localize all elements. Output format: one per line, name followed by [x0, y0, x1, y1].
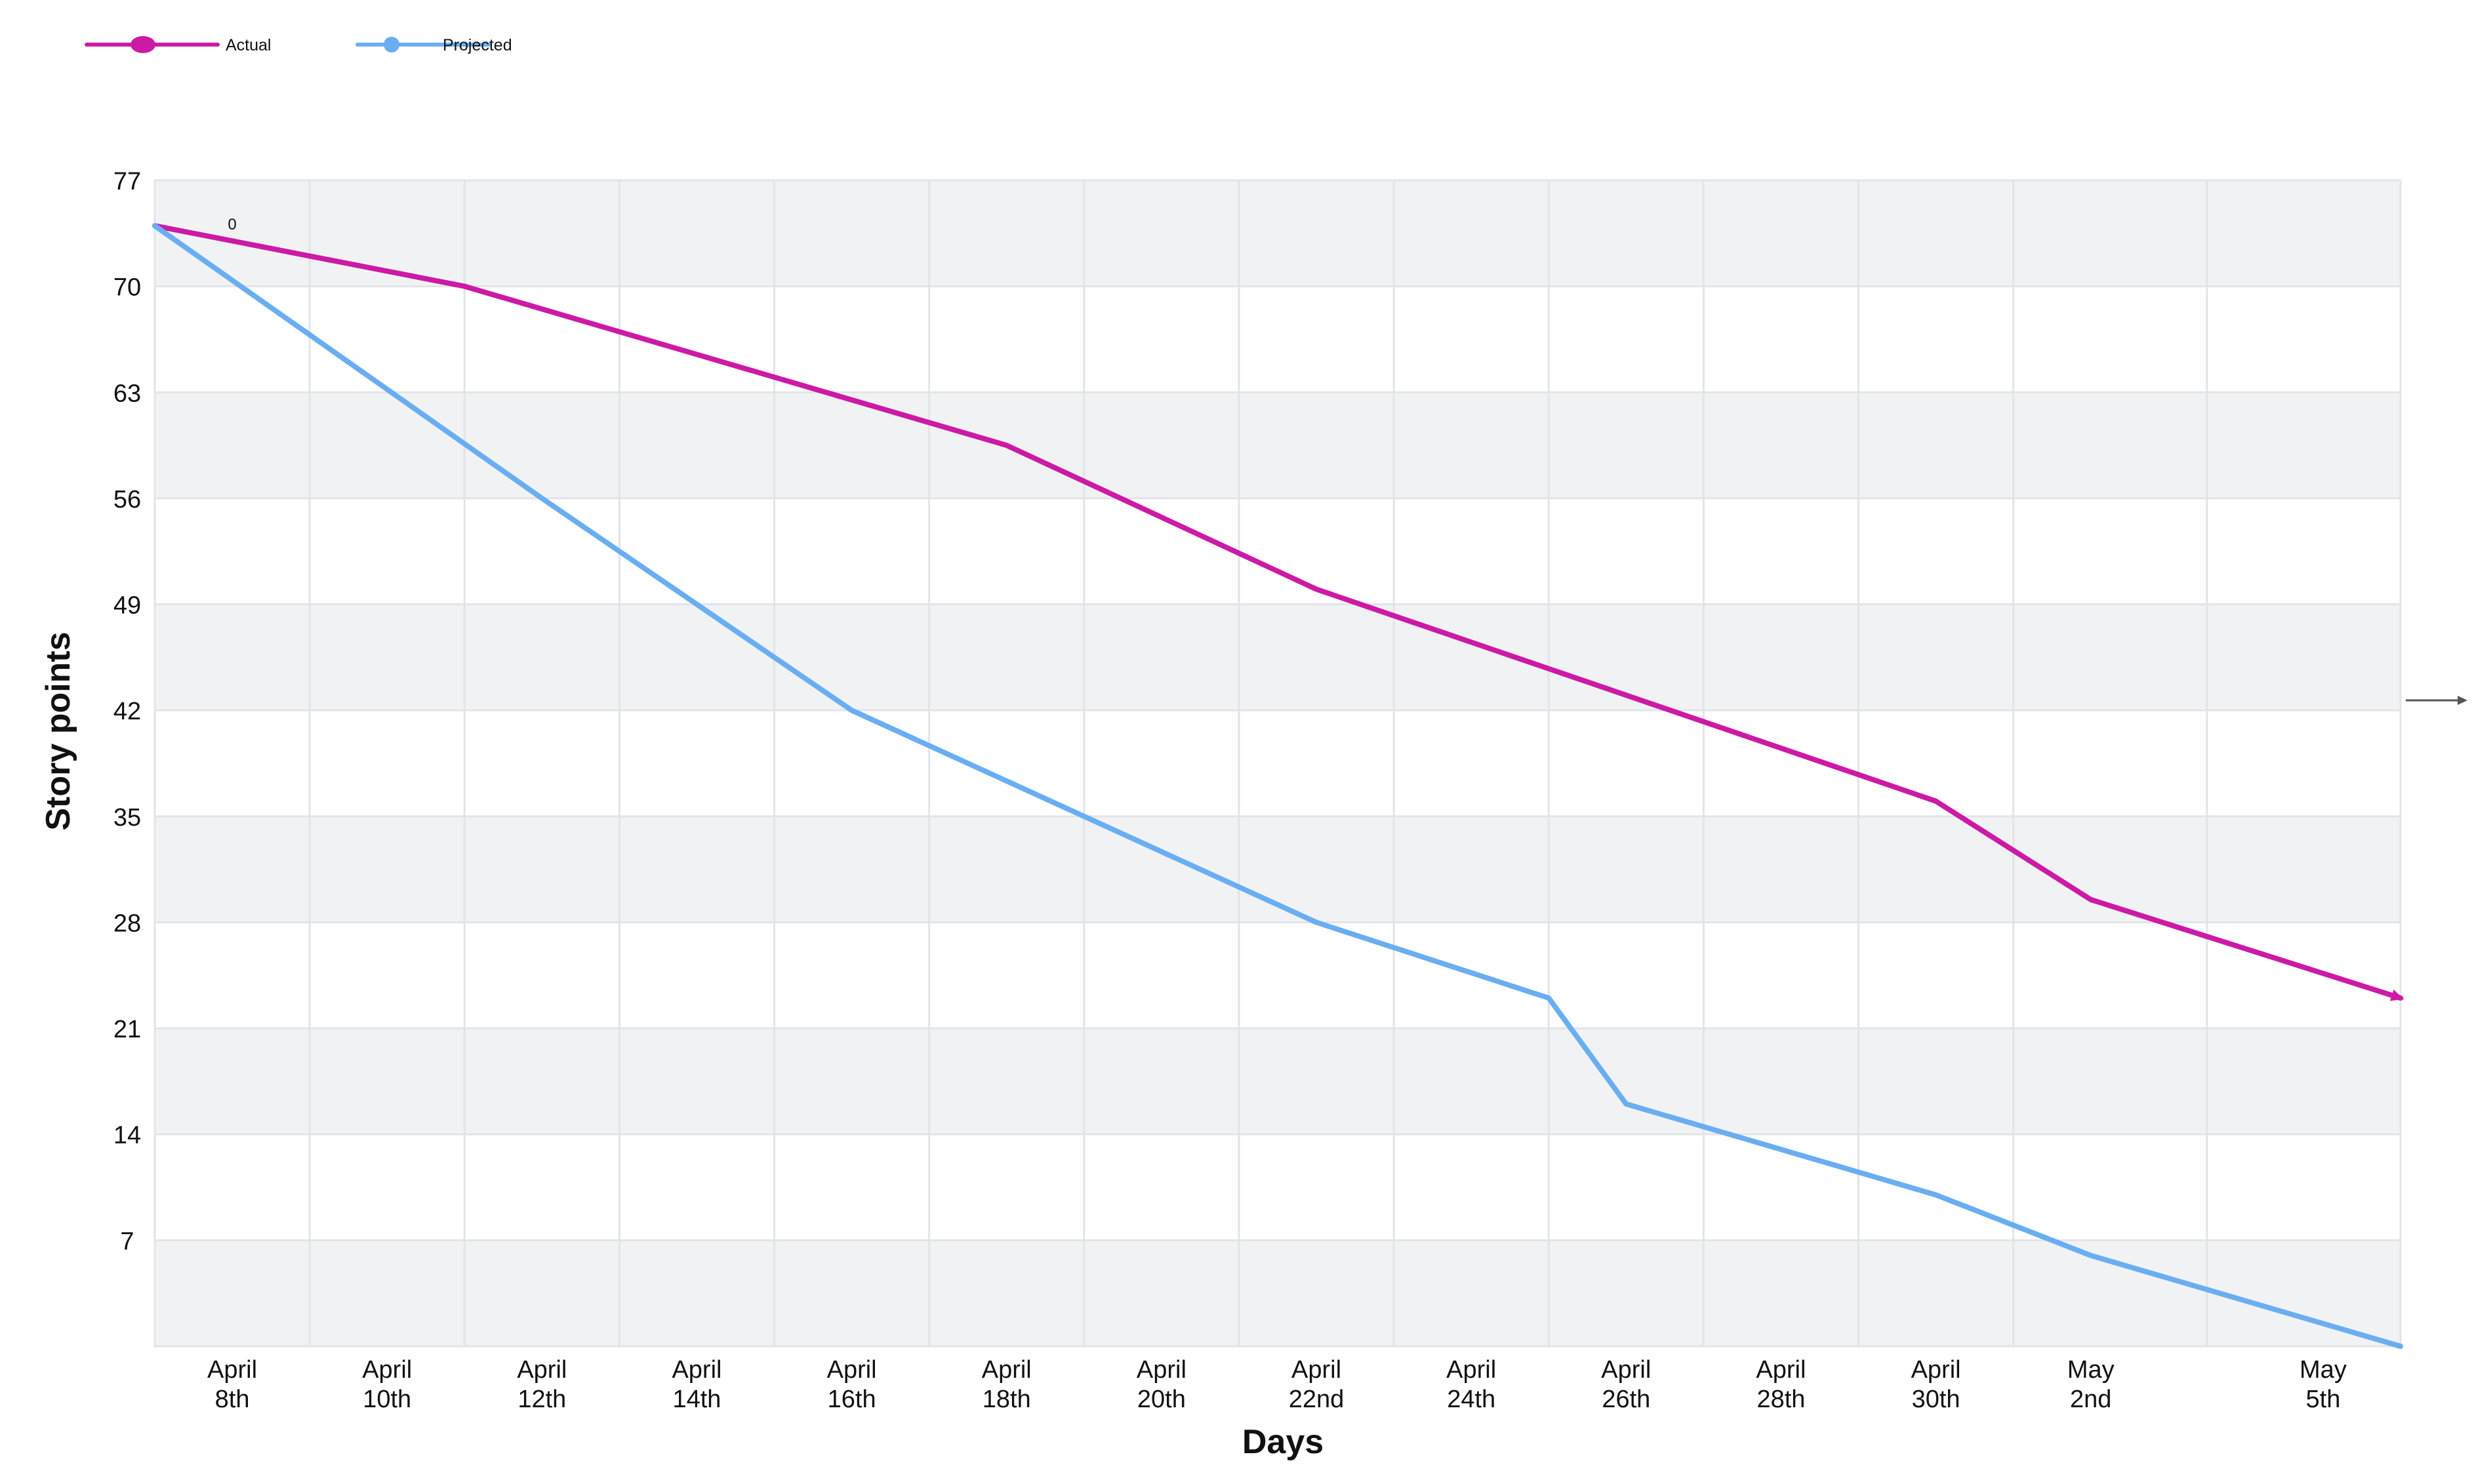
y-axis-title: Story points: [39, 632, 77, 830]
y-tick-label: 42: [113, 698, 141, 725]
x-tick-label: April 10th: [362, 1356, 412, 1413]
plot-band: [155, 498, 2401, 605]
plot-band: [155, 1240, 2401, 1346]
plot-band: [155, 1134, 2401, 1241]
y-tick-label: 21: [113, 1016, 141, 1043]
legend: Actual Projected: [85, 36, 512, 54]
x-axis-title: Days: [1242, 1423, 1324, 1461]
plot-band: [155, 286, 2401, 393]
y-tick-label: 35: [113, 804, 141, 832]
series-lines: [152, 223, 2404, 1349]
x-tick-label: April 26th: [1601, 1356, 1651, 1413]
x-tick-label: April 22nd: [1289, 1356, 1345, 1413]
annotations: 0: [228, 216, 236, 233]
x-axis-ticks: April 8th April 10th April 12th April 14th April…: [207, 1356, 2347, 1413]
x-tick-label: April 20th: [1137, 1356, 1186, 1413]
y-tick-label: 49: [113, 592, 141, 620]
plot-band: [155, 710, 2401, 816]
plot-band: [155, 922, 2401, 1029]
legend-projected-marker: [384, 37, 399, 52]
x-tick-label: April 16th: [827, 1356, 877, 1413]
x-tick-label: April 28th: [1756, 1356, 1806, 1413]
plot-background-bands: [155, 180, 2401, 1346]
plot-band: [155, 392, 2401, 498]
x-tick-label: April 24th: [1446, 1356, 1496, 1413]
y-tick-label: 63: [113, 380, 141, 407]
legend-actual-label: Actual: [226, 36, 271, 54]
scroll-arrow: [2406, 696, 2467, 705]
legend-actual-marker: [131, 36, 155, 53]
plot-band: [155, 1028, 2401, 1134]
y-tick-label: 77: [113, 168, 141, 195]
x-tick-label: April 18th: [982, 1356, 1032, 1413]
legend-projected-label: Projected: [443, 36, 512, 54]
y-axis-ticks: 7 14 21 28 35 42 49 56 63 70 77: [113, 168, 141, 1255]
x-tick-label: April 30th: [1911, 1356, 1961, 1413]
plot-frame: [153, 179, 2402, 1348]
x-tick-label: April 12th: [517, 1356, 567, 1413]
y-tick-label: 56: [113, 486, 141, 513]
data-annotation: 0: [228, 216, 236, 233]
y-tick-label: 28: [113, 910, 141, 937]
x-tick-label: May 5th: [2300, 1356, 2347, 1413]
series-actual-end-marker: [2389, 990, 2404, 1001]
y-tick-label: 70: [113, 274, 141, 302]
x-tick-label: April 14th: [672, 1356, 721, 1413]
y-tick-label: 7: [120, 1228, 134, 1255]
y-tick-label: 14: [113, 1122, 141, 1150]
plot-band: [155, 604, 2401, 711]
x-tick-label: May 2nd: [2067, 1356, 2115, 1413]
plot-band: [155, 180, 2401, 287]
x-tick-label: April 8th: [207, 1356, 257, 1413]
